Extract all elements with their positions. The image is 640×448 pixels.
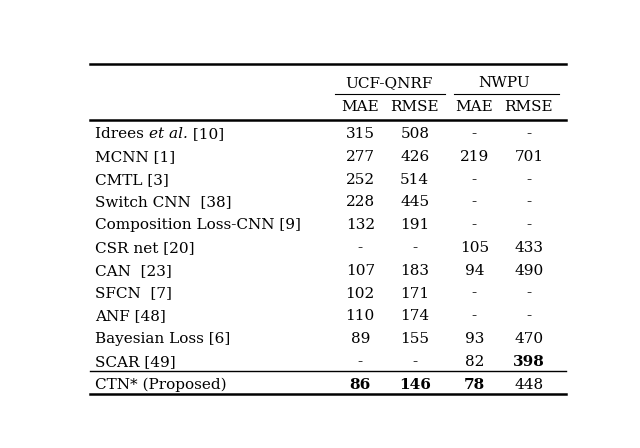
Text: 448: 448 (515, 378, 543, 392)
Text: -: - (526, 127, 531, 141)
Text: Idrees: Idrees (95, 127, 148, 141)
Text: CTN* (Proposed): CTN* (Proposed) (95, 377, 227, 392)
Text: 445: 445 (400, 195, 429, 209)
Text: MCNN [1]: MCNN [1] (95, 150, 175, 164)
Text: CSR net [20]: CSR net [20] (95, 241, 195, 255)
Text: MAE: MAE (341, 100, 379, 114)
Text: 490: 490 (515, 264, 543, 278)
Text: -: - (412, 241, 417, 255)
Text: 146: 146 (399, 378, 431, 392)
Text: -: - (472, 218, 477, 232)
Text: Bayesian Loss [6]: Bayesian Loss [6] (95, 332, 230, 346)
Text: SCAR [49]: SCAR [49] (95, 355, 175, 369)
Text: et al.: et al. (148, 127, 188, 141)
Text: 315: 315 (346, 127, 375, 141)
Text: 252: 252 (346, 172, 375, 187)
Text: 86: 86 (349, 378, 371, 392)
Text: -: - (472, 195, 477, 209)
Text: 102: 102 (346, 287, 375, 301)
Text: CMTL [3]: CMTL [3] (95, 172, 168, 187)
Text: -: - (412, 355, 417, 369)
Text: 174: 174 (400, 309, 429, 323)
Text: 132: 132 (346, 218, 375, 232)
Text: 219: 219 (460, 150, 489, 164)
Text: SFCN  [7]: SFCN [7] (95, 287, 172, 301)
Text: -: - (472, 172, 477, 187)
Text: -: - (526, 172, 531, 187)
Text: [10]: [10] (188, 127, 223, 141)
Text: Composition Loss-CNN [9]: Composition Loss-CNN [9] (95, 218, 301, 232)
Text: -: - (526, 309, 531, 323)
Text: -: - (472, 287, 477, 301)
Text: 183: 183 (400, 264, 429, 278)
Text: -: - (358, 241, 363, 255)
Text: 514: 514 (400, 172, 429, 187)
Text: -: - (472, 127, 477, 141)
Text: 398: 398 (513, 355, 545, 369)
Text: -: - (526, 287, 531, 301)
Text: 82: 82 (465, 355, 484, 369)
Text: 155: 155 (400, 332, 429, 346)
Text: 470: 470 (515, 332, 543, 346)
Text: 94: 94 (465, 264, 484, 278)
Text: CAN  [23]: CAN [23] (95, 264, 172, 278)
Text: RMSE: RMSE (390, 100, 439, 114)
Text: -: - (526, 218, 531, 232)
Text: ANF [48]: ANF [48] (95, 309, 166, 323)
Text: 171: 171 (400, 287, 429, 301)
Text: 107: 107 (346, 264, 375, 278)
Text: RMSE: RMSE (504, 100, 553, 114)
Text: 426: 426 (400, 150, 429, 164)
Text: 508: 508 (400, 127, 429, 141)
Text: Switch CNN  [38]: Switch CNN [38] (95, 195, 232, 209)
Text: 78: 78 (464, 378, 485, 392)
Text: 89: 89 (351, 332, 370, 346)
Text: 433: 433 (515, 241, 543, 255)
Text: UCF-QNRF: UCF-QNRF (345, 76, 432, 90)
Text: 228: 228 (346, 195, 375, 209)
Text: 93: 93 (465, 332, 484, 346)
Text: -: - (472, 309, 477, 323)
Text: 277: 277 (346, 150, 375, 164)
Text: MAE: MAE (456, 100, 493, 114)
Text: NWPU: NWPU (478, 76, 530, 90)
Text: 105: 105 (460, 241, 489, 255)
Text: -: - (358, 355, 363, 369)
Text: 191: 191 (400, 218, 429, 232)
Text: 701: 701 (515, 150, 543, 164)
Text: 110: 110 (346, 309, 375, 323)
Text: -: - (526, 195, 531, 209)
